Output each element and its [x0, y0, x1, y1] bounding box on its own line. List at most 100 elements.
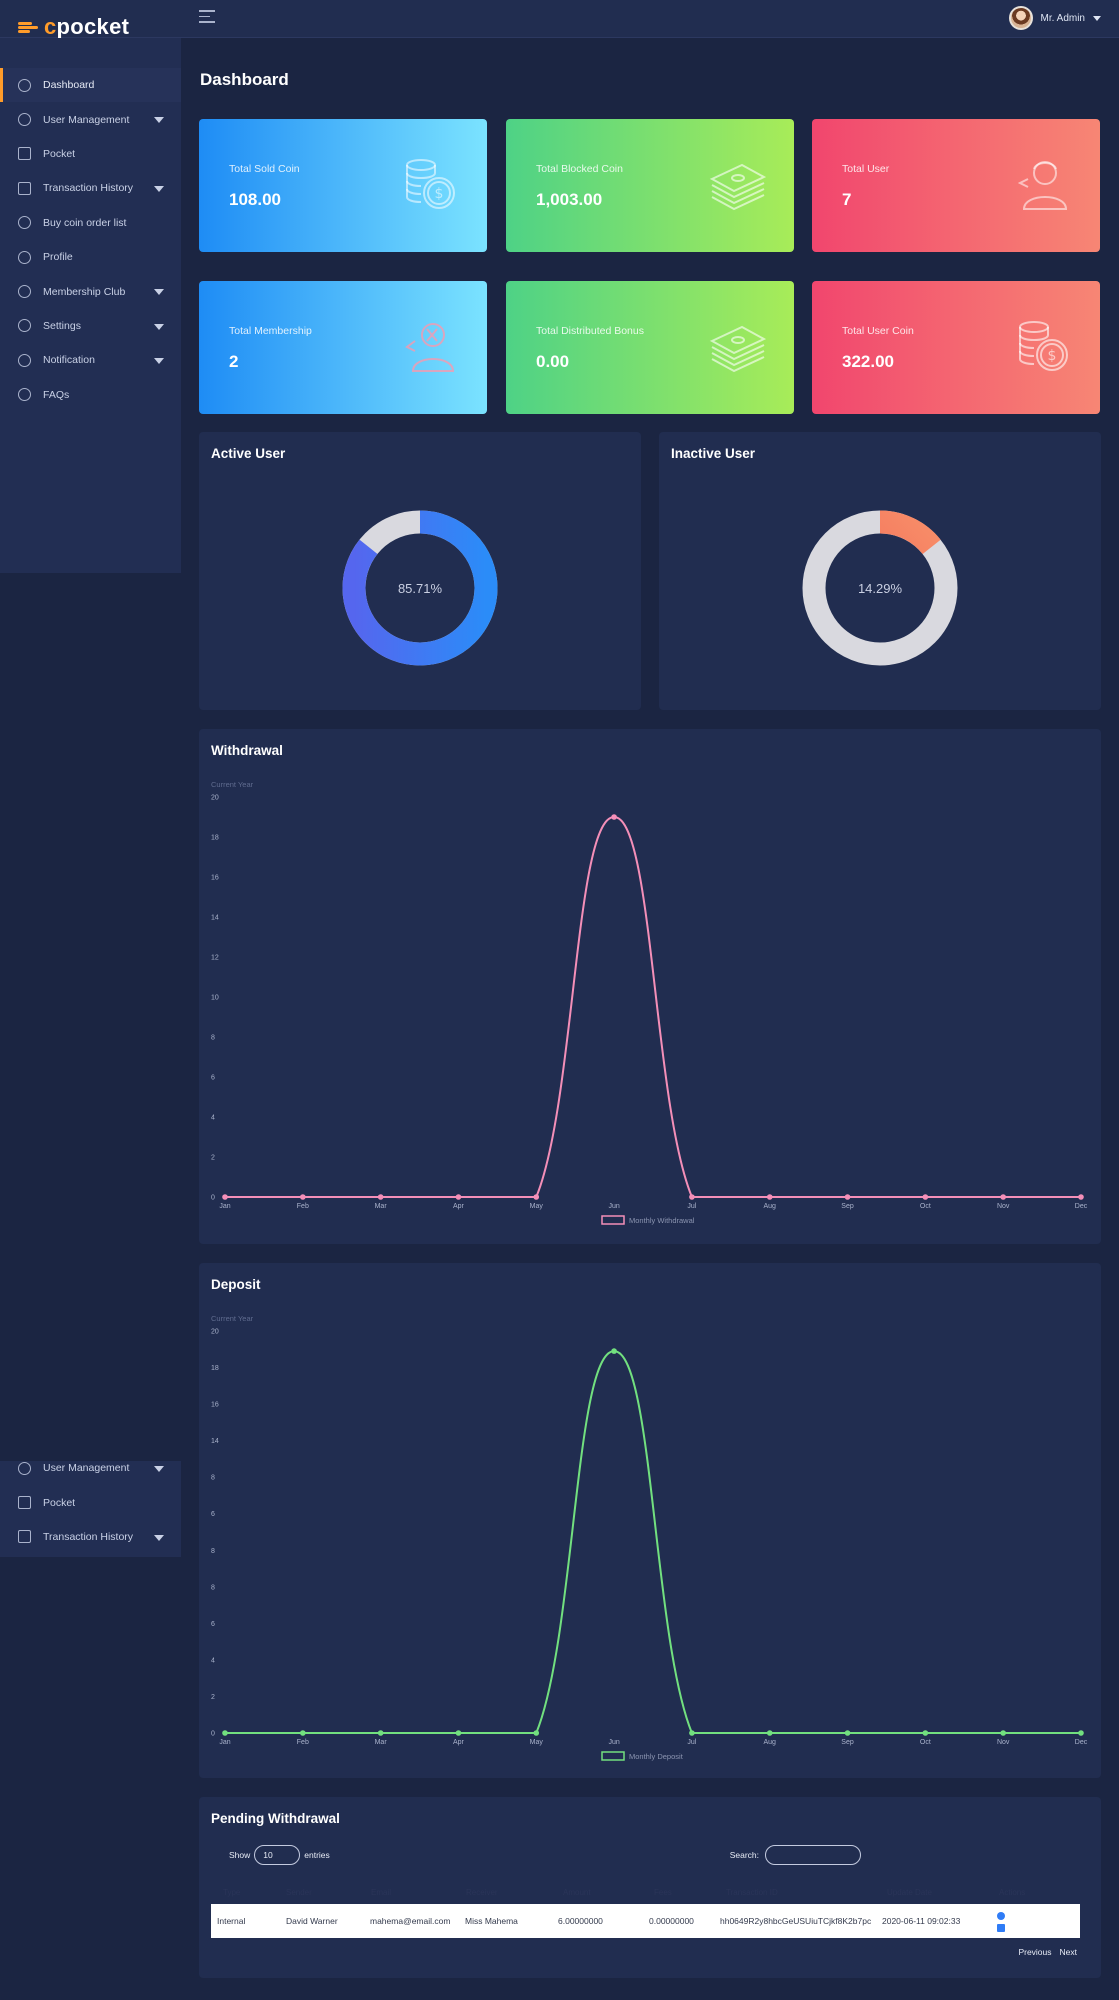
user-menu[interactable]: Mr. Admin [1008, 6, 1101, 30]
data-point[interactable] [533, 1194, 540, 1200]
sidebar-item-pocket[interactable]: Pocket [0, 137, 181, 171]
data-point[interactable] [455, 1194, 462, 1200]
cell-email: mahema@email.com [370, 1916, 451, 1926]
legend-swatch [601, 1751, 625, 1761]
search-input[interactable] [765, 1845, 861, 1865]
data-point[interactable] [922, 1730, 929, 1736]
sidebar: Dashboard User Management Pocket Transac… [0, 38, 181, 573]
data-point[interactable] [455, 1730, 462, 1736]
card-total-sold-coin: Total Sold Coin 108.00 $ [199, 119, 487, 252]
data-point[interactable] [300, 1194, 306, 1200]
user-circle-icon [18, 1461, 31, 1475]
data-point[interactable] [377, 1730, 384, 1736]
user-circle-icon [18, 285, 31, 299]
sidebar-item-notification[interactable]: Notification [0, 343, 181, 377]
data-point[interactable] [611, 814, 617, 820]
data-point[interactable] [377, 1194, 384, 1200]
gear-icon [18, 388, 31, 402]
data-point[interactable] [844, 1194, 851, 1200]
data-point[interactable] [689, 1730, 695, 1736]
top-bar: cpocket Mr. Admin [0, 0, 1119, 40]
column-header[interactable]: Actions [999, 1888, 1026, 1897]
card-total-blocked-coin: Total Blocked Coin 1,003.00 [506, 119, 794, 252]
sidebar-item-profile[interactable]: Profile [0, 240, 181, 274]
sidebar-item-settings[interactable]: Settings [0, 309, 181, 343]
cell-transaction-id: hh0649R2y8hbcGeUSUiuTCjkf8K2b7pc [720, 1916, 872, 1926]
legend-label[interactable]: Monthly Deposit [629, 1752, 684, 1761]
caret-down-icon [154, 358, 164, 365]
data-point[interactable] [300, 1730, 306, 1736]
coins-icon: $ [1019, 321, 1068, 371]
data-point[interactable] [922, 1194, 929, 1200]
column-header[interactable]: Transaction ID [726, 1888, 778, 1897]
y-tick-label: 6 [211, 1621, 215, 1628]
entries-select[interactable] [254, 1845, 301, 1865]
card-value: 0.00 [536, 352, 570, 371]
data-point[interactable] [844, 1730, 851, 1736]
data-point[interactable] [766, 1730, 773, 1736]
sidebar-item-label: Membership Club [43, 285, 126, 298]
data-point[interactable] [1000, 1194, 1006, 1200]
cell-sender: David Warner [286, 1916, 338, 1926]
sidebar-item-buy-coin-order-list[interactable]: Buy coin order list [0, 206, 181, 240]
deposit-panel: Deposit Current Year 0 2 4 6 8 8 6 8 14 16 18 20 Jan F… [199, 1263, 1101, 1778]
column-header[interactable]: Update Date [887, 1888, 932, 1897]
data-point[interactable] [1078, 1194, 1084, 1200]
column-header[interactable]: Sender [286, 1888, 312, 1897]
next-button[interactable]: Next [1059, 1947, 1077, 1957]
reject-icon[interactable] [997, 1924, 1005, 1932]
column-header[interactable]: Amount [563, 1888, 591, 1897]
column-header[interactable]: Email [371, 1888, 392, 1897]
cell-type: Internal [217, 1916, 246, 1926]
legend-label[interactable]: Monthly Withdrawal [629, 1216, 695, 1225]
sidebar-item-transaction-history[interactable]: Transaction History [0, 171, 181, 205]
circle-icon [18, 216, 31, 230]
x-tick-label: Jun [608, 1739, 619, 1746]
sidebar-item-pocket[interactable]: Pocket [0, 1485, 181, 1519]
column-header[interactable]: Fees [654, 1888, 672, 1897]
data-point[interactable] [1000, 1730, 1006, 1736]
gauge-icon [18, 78, 31, 92]
sidebar-item-user-management[interactable]: User Management [0, 1461, 181, 1485]
card-value: 108.00 [229, 190, 281, 209]
search-label: Search: [729, 1850, 759, 1860]
data-point[interactable] [222, 1730, 228, 1736]
donut-value-arc [342, 510, 498, 666]
column-header[interactable]: Type [223, 1888, 241, 1897]
card-value: 2 [229, 352, 239, 371]
data-point[interactable] [766, 1194, 773, 1200]
sidebar-item-transaction-history[interactable]: Transaction History [0, 1520, 181, 1554]
y-tick-label: 20 [211, 1329, 219, 1336]
caret-down-icon [154, 1466, 164, 1472]
sidebar-item-membership-club[interactable]: Membership Club [0, 274, 181, 308]
data-point[interactable] [533, 1730, 540, 1736]
card-label: Total Membership [229, 325, 312, 337]
sidebar-item-label: Transaction History [43, 182, 134, 195]
sidebar-item-faqs[interactable]: FAQs [0, 378, 181, 412]
hamburger-menu-icon[interactable] [199, 10, 215, 26]
caret-down-icon [154, 186, 164, 193]
column-header[interactable]: Receiver [466, 1888, 498, 1897]
inactive-user-panel: Inactive User 14.29% [659, 432, 1101, 710]
wallet-icon [18, 147, 31, 161]
donut-percent-label: 14.29% [858, 581, 903, 596]
card-total-user-coin: Total User Coin 322.00 $ [812, 281, 1100, 414]
sidebar-item-user-management[interactable]: User Management [0, 102, 181, 136]
data-point[interactable] [689, 1194, 695, 1200]
approve-icon[interactable] [997, 1912, 1005, 1920]
previous-button[interactable]: Previous [1018, 1947, 1052, 1957]
y-tick-label: 6 [211, 1511, 215, 1518]
gear-icon [18, 319, 31, 333]
card-label: Total Sold Coin [229, 163, 300, 175]
data-point[interactable] [611, 1348, 617, 1354]
data-point[interactable] [222, 1194, 228, 1200]
y-tick-label: 2 [211, 1155, 215, 1162]
x-tick-label: Jun [608, 1203, 619, 1210]
brand-logo[interactable]: cpocket [18, 14, 129, 40]
avatar [1008, 6, 1033, 30]
card-label: Total Distributed Bonus [536, 325, 644, 337]
data-point[interactable] [1078, 1730, 1084, 1736]
sidebar-item-dashboard[interactable]: Dashboard [0, 68, 181, 103]
y-tick-label: 20 [211, 795, 219, 802]
cell-update-date: 2020-06-11 09:02:33 [882, 1916, 961, 1926]
